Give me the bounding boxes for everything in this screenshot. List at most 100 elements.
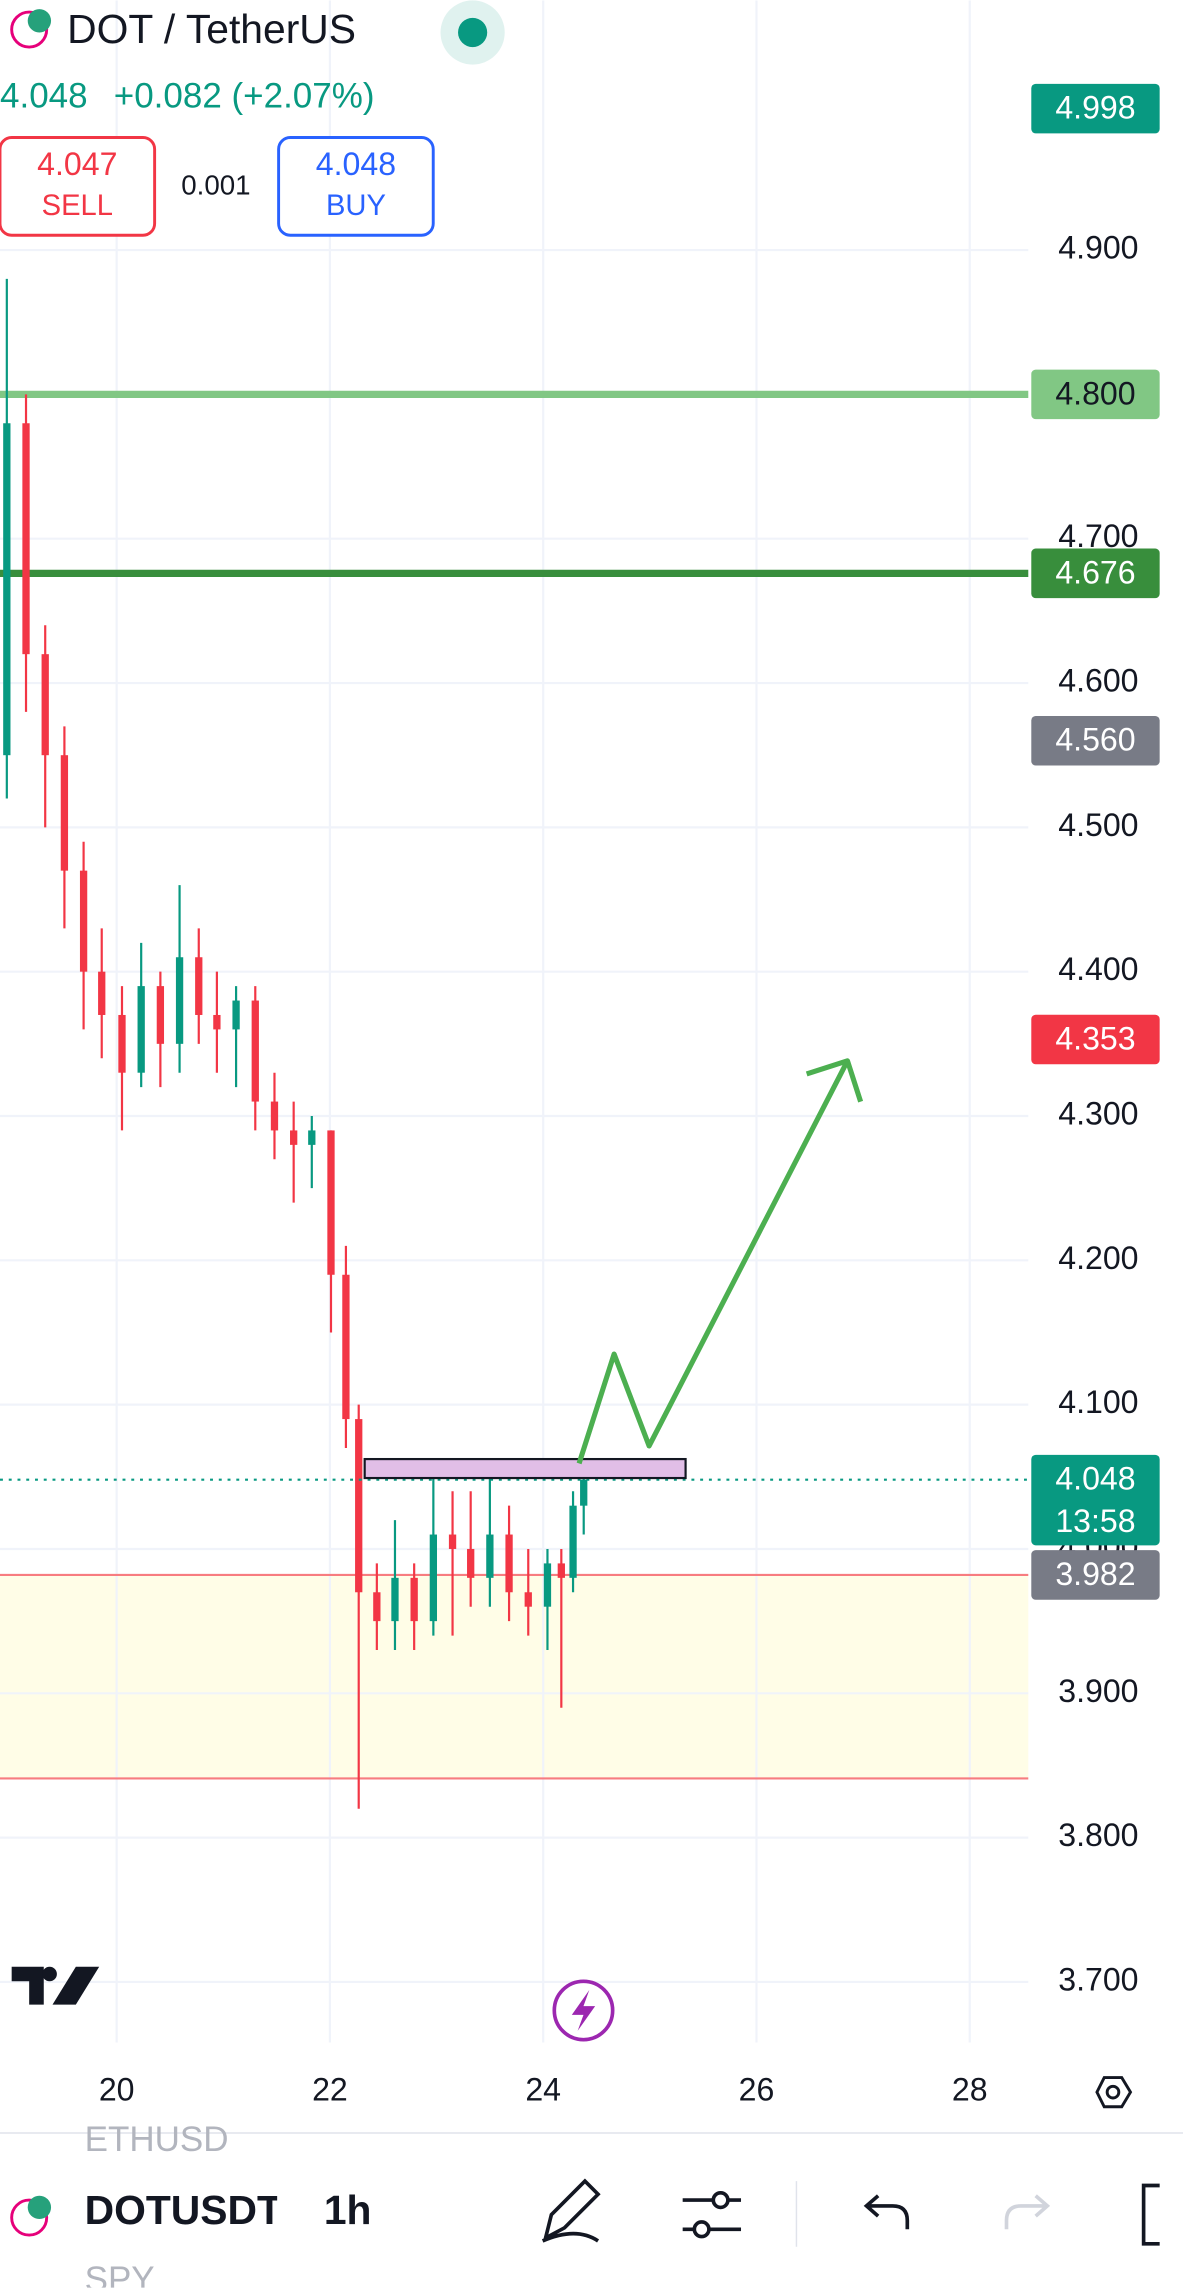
zone	[0, 1574, 1029, 1779]
candle-body	[580, 1479, 588, 1506]
y-tick-label: 4.600	[1058, 663, 1138, 699]
candle-body	[569, 1505, 577, 1578]
y-tick-label: 3.800	[1058, 1817, 1138, 1853]
candle-body	[486, 1534, 494, 1578]
redo-button[interactable]	[1004, 2194, 1051, 2230]
symbol-item-active[interactable]: DOTUSDT	[85, 2187, 282, 2233]
candle-body	[41, 654, 49, 756]
price-label: 3.982	[1055, 1556, 1135, 1592]
y-tick-label: 4.200	[1058, 1240, 1138, 1276]
candle-body	[448, 1534, 457, 1549]
price-label: 4.353	[1055, 1020, 1135, 1056]
current-price-box	[1031, 1454, 1160, 1546]
y-tick-label: 4.900	[1058, 230, 1138, 266]
sell-price: 4.047	[37, 146, 117, 182]
candle-body	[391, 1577, 399, 1622]
buy-button[interactable]	[277, 136, 435, 237]
candle-body	[355, 1419, 363, 1593]
candle-body	[213, 1014, 221, 1030]
candle-body	[373, 1592, 381, 1622]
arrow-head	[805, 1058, 864, 1103]
price-label-box	[1031, 548, 1160, 599]
indicators-button[interactable]	[682, 2190, 742, 2239]
candle-body	[270, 1101, 279, 1131]
y-tick-label: 4.300	[1058, 1095, 1138, 1131]
bar-countdown: 13:58	[1055, 1503, 1135, 1539]
x-tick-label: 22	[312, 2072, 348, 2108]
candle-body	[290, 1130, 298, 1145]
coin-icon-badge	[27, 9, 52, 33]
y-tick-label: 3.900	[1058, 1673, 1138, 1709]
sell-button[interactable]	[0, 136, 157, 237]
price-label-box	[1031, 369, 1160, 420]
candle-body	[232, 1000, 240, 1030]
price-label: 4.560	[1055, 722, 1135, 758]
candle-body	[557, 1563, 565, 1578]
tv-logo[interactable]	[11, 1966, 100, 2005]
candle-body	[79, 870, 88, 972]
buy-price: 4.048	[316, 146, 396, 182]
rectangle-drawing	[363, 1457, 687, 1480]
candle-body	[308, 1130, 316, 1145]
candle-body	[543, 1563, 552, 1607]
price-label-box	[1031, 1550, 1160, 1600]
symbol-title[interactable]: DOT / TetherUS	[67, 6, 356, 52]
draw-button[interactable]	[541, 2178, 601, 2243]
candle-body	[175, 957, 184, 1044]
y-tick-label: 4.400	[1058, 951, 1138, 987]
y-tick-label: 4.700	[1058, 518, 1138, 554]
price-label: 4.998	[1055, 90, 1135, 126]
price-label-box	[1031, 83, 1160, 134]
candle-body	[137, 986, 145, 1073]
last-price: 4.048	[0, 76, 88, 115]
spread: 0.001	[181, 169, 250, 200]
fullscreen-button[interactable]	[1141, 2183, 1160, 2246]
interval[interactable]: 1h	[324, 2187, 372, 2233]
undo-button[interactable]	[863, 2194, 910, 2230]
candle-body	[156, 986, 165, 1044]
candle-body	[60, 755, 69, 871]
candle-body	[118, 1014, 126, 1073]
price-label-box	[1031, 1014, 1160, 1065]
candle-body	[327, 1130, 335, 1275]
arrow-drawing	[576, 1059, 850, 1465]
price-change: +0.082 (+2.07%)	[114, 76, 375, 115]
candle-body	[98, 971, 106, 1015]
candle-body	[342, 1274, 350, 1420]
x-tick-label: 28	[952, 2072, 988, 2108]
y-tick-label: 3.700	[1058, 1961, 1138, 1997]
price-label-box	[1031, 715, 1160, 766]
buy-label: BUY	[326, 190, 386, 222]
candle-body	[429, 1534, 438, 1622]
current-price-label: 4.048	[1055, 1461, 1135, 1497]
symbol-carousel[interactable]: ETHUSD DOTUSDT SPY	[85, 2120, 282, 2288]
x-tick-label: 20	[99, 2072, 135, 2108]
candle-body	[505, 1534, 513, 1593]
sell-label: SELL	[42, 190, 113, 222]
y-tick-label: 4.100	[1058, 1384, 1138, 1420]
tv-logo-dot	[42, 1966, 57, 1982]
candle-body	[3, 423, 11, 756]
market-status-dot	[458, 17, 488, 48]
coin-icon-badge	[27, 2195, 52, 2220]
settings-icon	[1105, 2084, 1121, 2100]
candle-body	[22, 423, 30, 655]
price-label: 4.676	[1055, 554, 1135, 590]
x-tick-label: 26	[739, 2072, 775, 2108]
candle-body	[410, 1577, 418, 1622]
candle-body	[467, 1548, 475, 1578]
candle-body	[524, 1592, 532, 1607]
lightning-icon	[571, 1990, 596, 2031]
symbol-item[interactable]: SPY	[85, 2260, 155, 2288]
price-label: 4.800	[1055, 375, 1135, 411]
candle-body	[251, 1000, 259, 1102]
settings-button[interactable]	[1095, 2076, 1133, 2109]
symbol-item[interactable]: ETHUSD	[85, 2120, 229, 2159]
plot-area	[0, 0, 1029, 2043]
candle-body	[195, 957, 203, 1015]
x-tick-label: 24	[525, 2072, 561, 2108]
y-tick-label: 4.500	[1058, 807, 1138, 843]
